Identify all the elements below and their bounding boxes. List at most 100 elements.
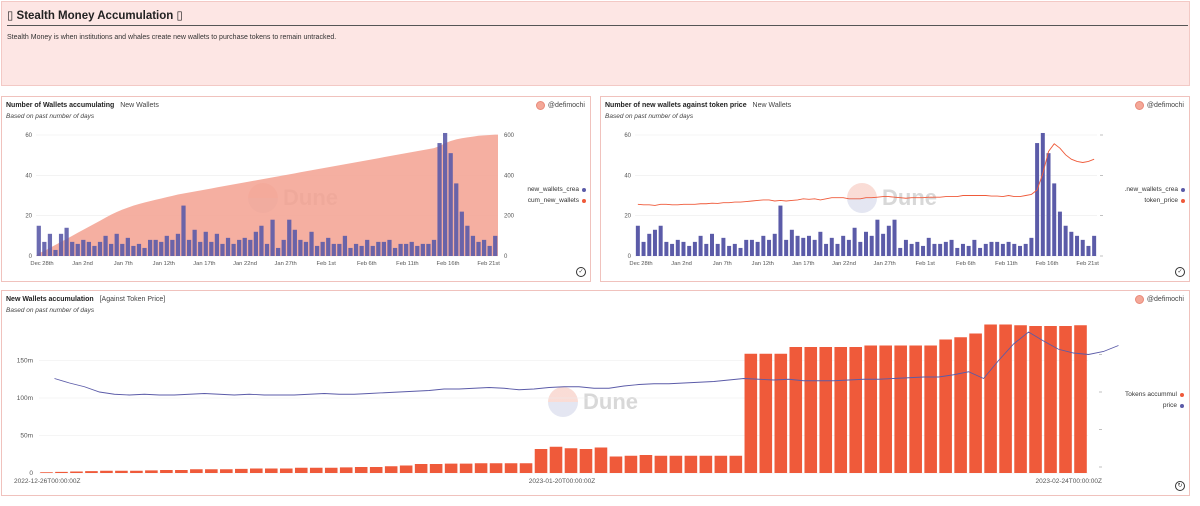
- bar-new-wallets: [164, 235, 169, 256]
- bar-new-wallets: [309, 231, 314, 256]
- bar-tokens-accumulated: [924, 345, 937, 473]
- bar-new-wallets: [1069, 231, 1074, 256]
- card-title-tag[interactable]: New Wallets: [752, 102, 792, 109]
- refresh-icon[interactable]: ↻: [1175, 481, 1185, 491]
- y2-tick-label: 0: [504, 254, 508, 260]
- bar-new-wallets: [875, 219, 880, 256]
- legend-item-cum-new-wallets[interactable]: cum_new_wallets: [514, 197, 586, 204]
- bar-new-wallets: [852, 227, 857, 256]
- check-circle-icon[interactable]: ✓: [576, 267, 586, 277]
- bar-new-wallets: [326, 237, 331, 256]
- card-subtitle: Based on past number of days: [605, 113, 694, 120]
- bar-tokens-accumulated: [459, 463, 473, 473]
- bar-new-wallets: [281, 239, 286, 256]
- x-tick-label: Feb 21st: [1076, 261, 1099, 267]
- bar-tokens-accumulated: [1059, 326, 1072, 473]
- chart-3-legend: Tokens accummul price: [1110, 391, 1184, 413]
- bar-new-wallets: [443, 132, 448, 256]
- bar-new-wallets: [972, 239, 977, 256]
- bar-new-wallets: [652, 229, 657, 256]
- legend-item-tokens-accumulated[interactable]: Tokens accummul: [1110, 391, 1184, 398]
- bar-new-wallets: [175, 233, 181, 256]
- author-badge[interactable]: @defimochi: [535, 101, 585, 110]
- y-tick-label: 150m: [17, 358, 33, 365]
- bar-new-wallets: [829, 237, 834, 256]
- bar-new-wallets: [186, 239, 192, 256]
- bar-tokens-accumulated: [55, 471, 68, 473]
- bar-new-wallets: [704, 243, 709, 256]
- x-tick-label: 2023-01-20T00:00:00Z: [529, 478, 596, 485]
- legend-label: token_price: [1144, 197, 1178, 204]
- bar-new-wallets: [159, 241, 164, 256]
- legend-item-new-wallets[interactable]: .new_wallets_crea: [1113, 186, 1185, 193]
- bar-new-wallets: [721, 237, 726, 256]
- bar-new-wallets: [1029, 237, 1034, 256]
- bar-tokens-accumulated: [939, 339, 952, 473]
- bar-new-wallets: [784, 239, 789, 256]
- bar-tokens-accumulated: [714, 455, 728, 473]
- bar-tokens-accumulated: [864, 345, 878, 473]
- bar-new-wallets: [320, 241, 325, 256]
- y2-tick-label: 400: [504, 173, 515, 179]
- y-tick-label: 0: [29, 470, 33, 477]
- x-tick-label: 2023-02-24T00:00:00Z: [1036, 478, 1103, 485]
- legend-item-new-wallets[interactable]: new_wallets_crea: [514, 186, 586, 193]
- author-name: @defimochi: [1146, 296, 1184, 303]
- legend-item-price[interactable]: price: [1110, 402, 1184, 409]
- bar-new-wallets: [303, 241, 309, 256]
- bar-new-wallets: [1018, 245, 1022, 256]
- bar-tokens-accumulated: [534, 449, 548, 473]
- y-tick-label: 0: [628, 254, 632, 260]
- bar-tokens-accumulated: [759, 353, 773, 473]
- y-tick-label: 40: [25, 173, 32, 179]
- bar-new-wallets: [337, 243, 342, 256]
- bar-tokens-accumulated: [115, 470, 128, 473]
- bar-new-wallets: [858, 241, 863, 256]
- card-title-tag[interactable]: New Wallets: [120, 102, 159, 109]
- bar-new-wallets: [404, 243, 409, 256]
- bar-tokens-accumulated: [969, 333, 982, 473]
- bar-new-wallets: [921, 245, 926, 256]
- card-title-text: Number of Wallets accumulating: [6, 102, 115, 109]
- card-title-tag[interactable]: [Against Token Price]: [99, 296, 166, 303]
- bar-new-wallets: [938, 243, 943, 256]
- legend-item-token-price[interactable]: token_price: [1113, 197, 1185, 204]
- bar-new-wallets: [835, 243, 840, 256]
- bar-new-wallets: [370, 245, 375, 256]
- x-tick-label: Feb 16th: [437, 261, 460, 267]
- bar-new-wallets: [647, 233, 652, 256]
- bar-new-wallets: [692, 241, 697, 256]
- bar-new-wallets: [398, 243, 403, 256]
- bar-new-wallets: [869, 235, 874, 256]
- bar-new-wallets: [795, 235, 800, 256]
- card-title: Number of new wallets against token pric…: [605, 102, 791, 109]
- legend-label: Tokens accummul: [1124, 391, 1177, 398]
- bar-new-wallets: [955, 247, 960, 256]
- bar-new-wallets: [459, 211, 464, 256]
- bar-tokens-accumulated: [354, 467, 368, 473]
- bar-new-wallets: [732, 243, 737, 256]
- author-badge[interactable]: @defimochi: [1134, 295, 1184, 304]
- bar-new-wallets: [1086, 245, 1091, 256]
- bar-new-wallets: [846, 239, 851, 256]
- x-tick-label: Jan 2nd: [72, 261, 93, 267]
- x-tick-label: Feb 21st: [477, 261, 500, 267]
- legend-label: new_wallets_crea: [527, 186, 579, 193]
- legend-dot-icon: [582, 187, 586, 192]
- bar-new-wallets: [767, 239, 772, 256]
- bar-tokens-accumulated: [1074, 325, 1087, 473]
- bar-tokens-accumulated: [594, 447, 608, 473]
- y-tick-label: 20: [25, 214, 32, 220]
- bar-new-wallets: [448, 153, 453, 256]
- bar-new-wallets: [1000, 243, 1005, 256]
- bar-new-wallets: [995, 241, 1000, 256]
- x-tick-label: Feb 11th: [396, 261, 418, 267]
- bar-tokens-accumulated: [205, 469, 218, 473]
- bar-tokens-accumulated: [549, 446, 563, 473]
- card-subtitle: Based on past number of days: [6, 307, 95, 314]
- check-circle-icon[interactable]: ✓: [1175, 267, 1185, 277]
- avatar: [1134, 295, 1144, 304]
- legend-dot-icon: [1180, 392, 1184, 397]
- author-badge[interactable]: @defimochi: [1134, 101, 1184, 110]
- bar-new-wallets: [1052, 183, 1057, 256]
